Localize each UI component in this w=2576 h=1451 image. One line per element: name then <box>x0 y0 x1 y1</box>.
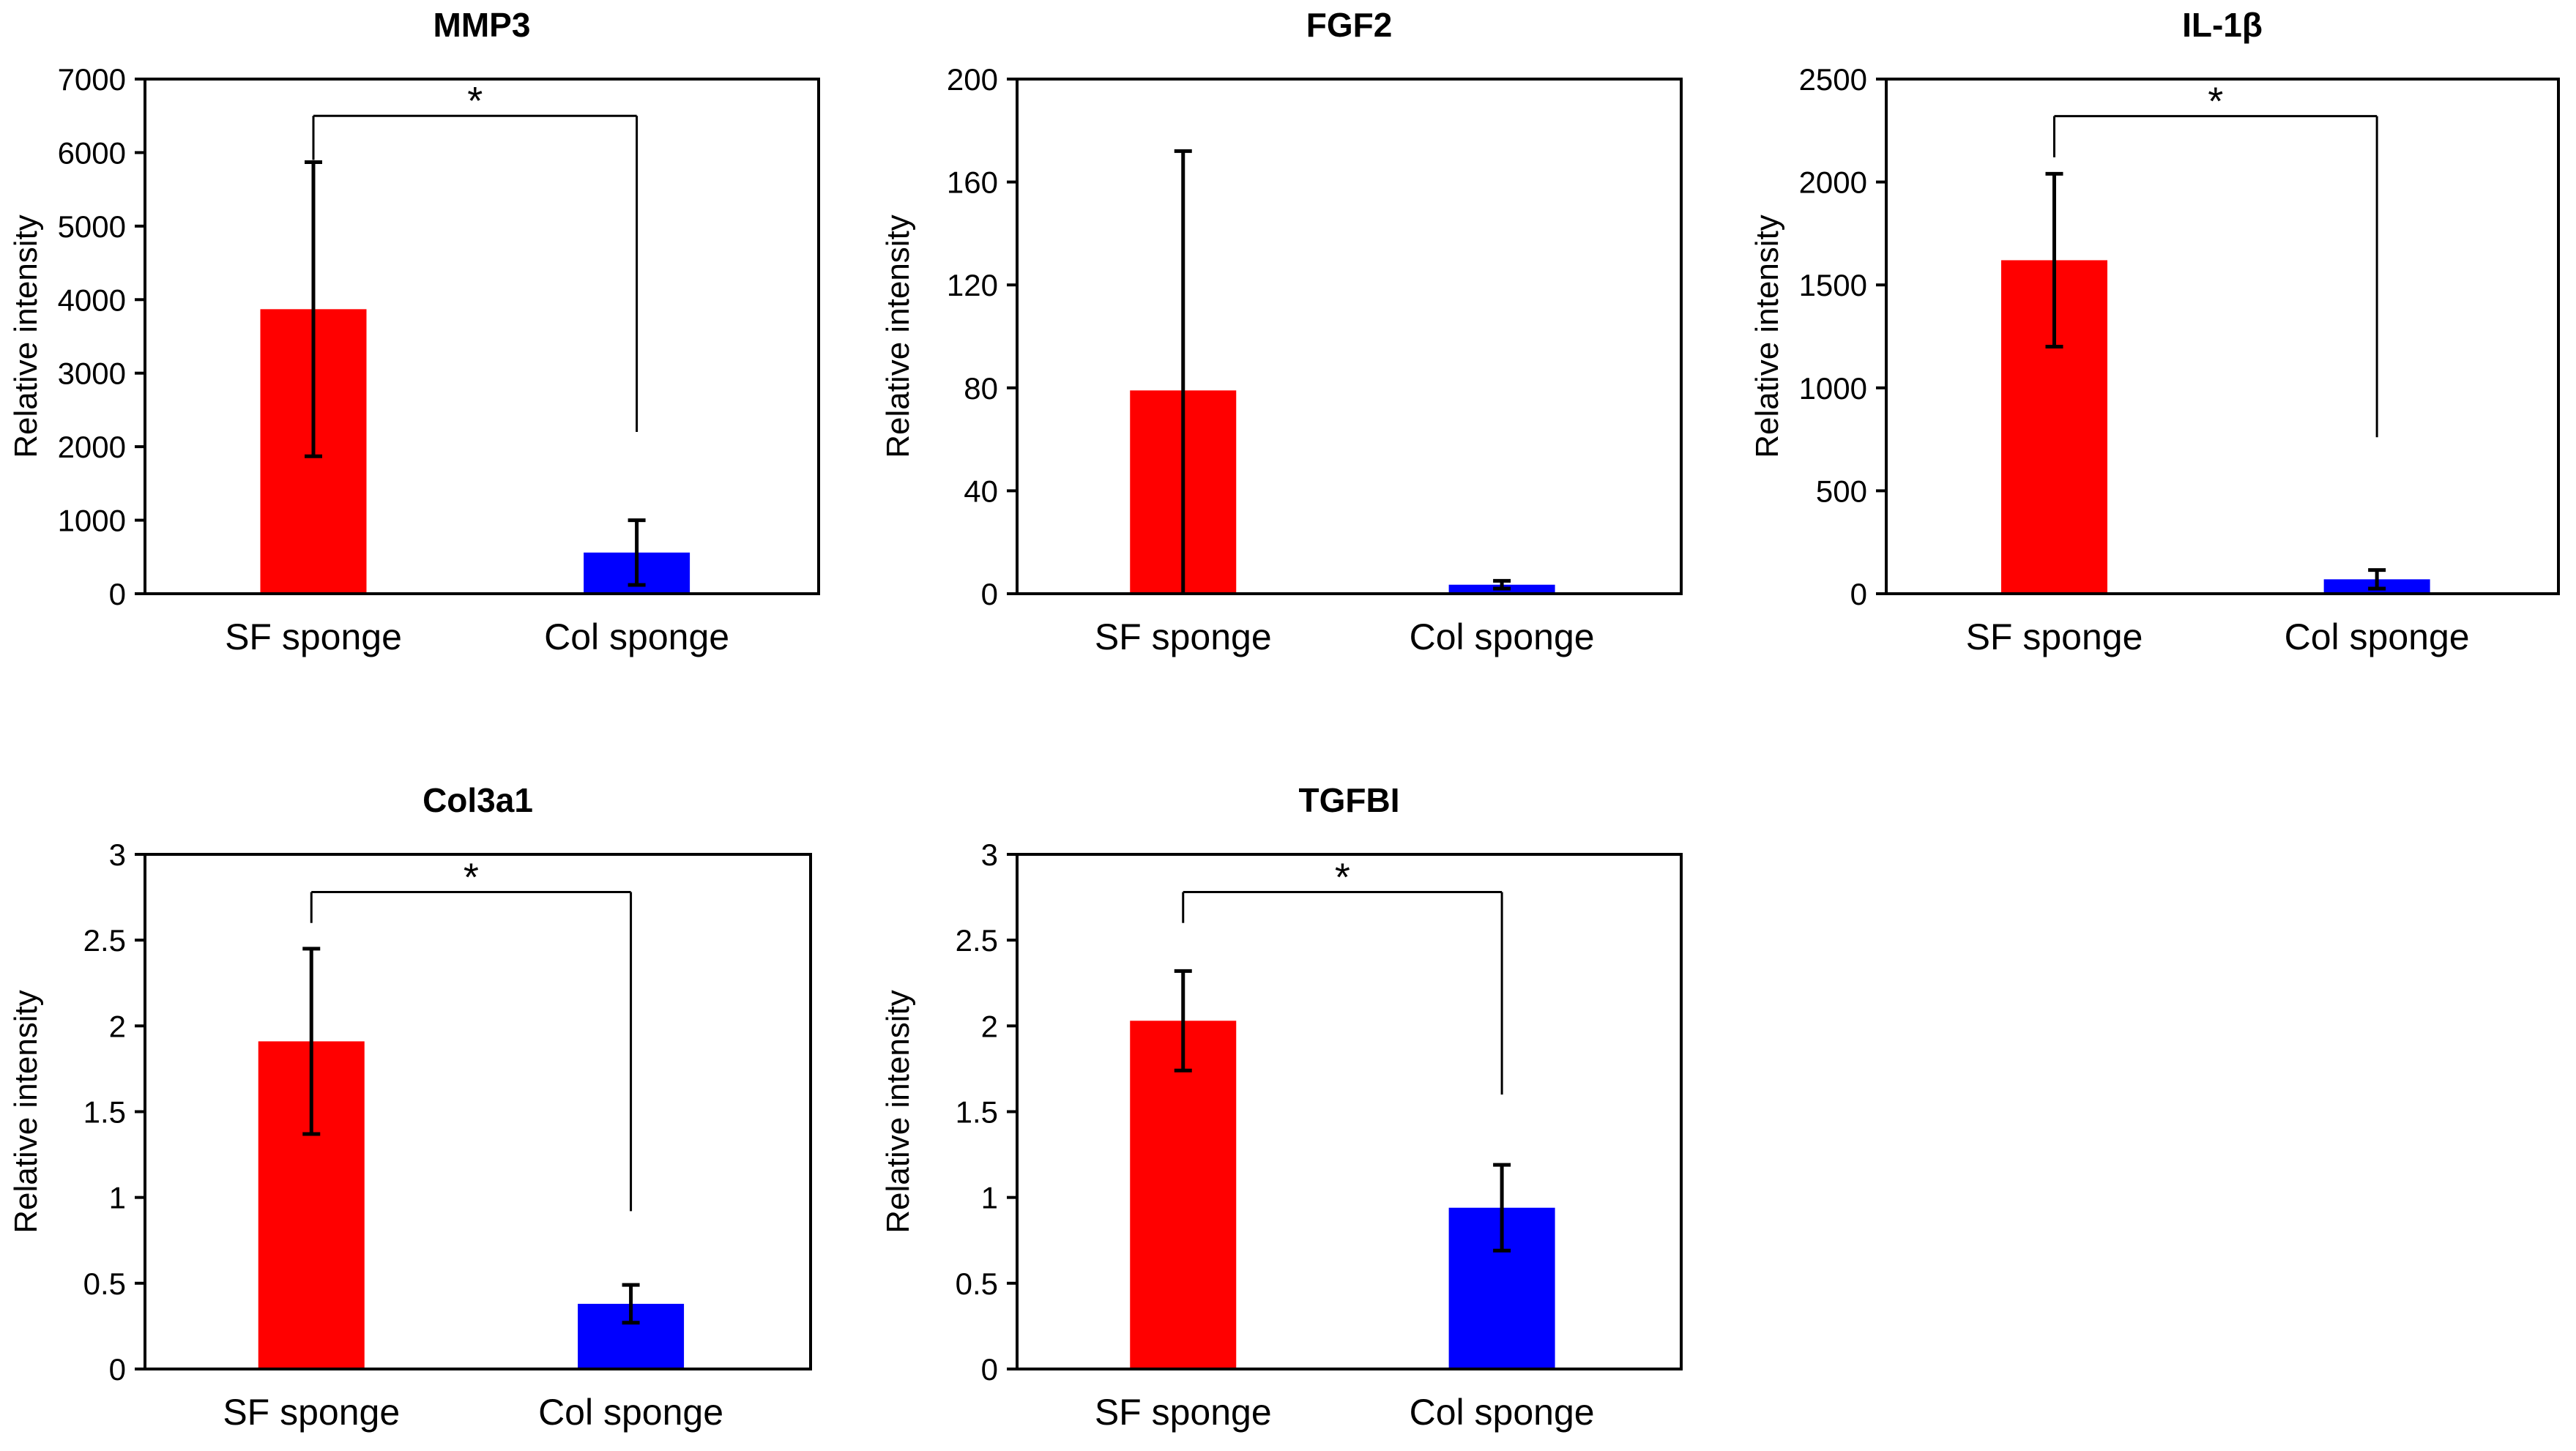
chart-panel-1: MMP3 0 1000 2000 3000 4000 5000 6000 7000 SF spon… <box>8 6 820 657</box>
y-tick-label: 6000 <box>58 135 126 170</box>
chart-title: Col3a1 <box>422 781 533 819</box>
chart-title: TGFBI <box>1299 781 1400 819</box>
chart-title: IL-1β <box>2182 6 2263 44</box>
plot-frame <box>1016 78 1683 595</box>
y-tick-label: 160 <box>947 165 998 200</box>
error-bar-col-sponge <box>2368 568 2386 591</box>
significance-bracket <box>2053 115 2378 438</box>
error-bar-sf-sponge <box>302 947 321 1136</box>
y-tick-label: 0 <box>109 1352 126 1387</box>
y-tick-label: 7000 <box>58 62 126 97</box>
y-tick-label: 0 <box>981 577 998 611</box>
x-category-label: SF sponge <box>1966 616 2143 657</box>
chart-panel-2: FGF2 0 40 80 120 160 200 SF sponge Col sponge Rel… <box>880 6 1683 657</box>
significance-star: * <box>464 856 479 900</box>
y-tick-label: 0 <box>981 1352 998 1387</box>
chart-panel-5: TGFBI 0 0.5 1 1.5 2 2.5 3 SF sponge Col sponge Rel… <box>880 781 1683 1433</box>
y-tick-label: 1.5 <box>83 1095 126 1130</box>
x-category-label: Col sponge <box>1410 616 1595 657</box>
y-tick-label: 120 <box>947 268 998 302</box>
y-axis-label: Relative intensity <box>880 990 916 1234</box>
significance-bracket <box>310 891 633 1212</box>
y-axis-label: Relative intensity <box>880 215 916 458</box>
y-tick-label: 200 <box>947 62 998 97</box>
y-tick-label: 1000 <box>58 504 126 538</box>
plot-frame <box>144 78 820 595</box>
x-category-label: SF sponge <box>1095 1392 1272 1433</box>
y-axis-label: Relative intensity <box>1749 215 1785 458</box>
y-tick-label: 0 <box>1850 577 1867 611</box>
y-tick-label: 1 <box>981 1181 998 1215</box>
significance-bracket <box>1182 891 1503 1095</box>
error-bar-col-sponge <box>1493 578 1511 591</box>
y-tick-label: 1500 <box>1799 268 1867 302</box>
error-bar-col-sponge <box>1493 1163 1511 1253</box>
y-tick-label: 0 <box>109 577 126 611</box>
chart-title: FGF2 <box>1306 6 1393 44</box>
y-tick-label: 500 <box>1816 474 1867 508</box>
x-category-label: Col sponge <box>2285 616 2470 657</box>
y-tick-label: 4000 <box>58 283 126 317</box>
chart-panel-4: Col3a1 0 0.5 1 1.5 2 2.5 3 SF sponge Col sponge Re… <box>8 781 812 1433</box>
x-category-label: SF sponge <box>223 1392 400 1433</box>
error-bar-col-sponge <box>622 1283 640 1325</box>
y-tick-label: 2.5 <box>83 923 126 958</box>
error-bar-sf-sponge <box>1174 149 1192 594</box>
significance-bracket <box>312 114 639 433</box>
y-tick-label: 2.5 <box>956 923 998 958</box>
error-bar-sf-sponge <box>305 160 322 458</box>
significance-star: * <box>467 79 483 123</box>
chart-panel-3: IL-1β 0 500 1000 1500 2000 2500 SF sponge Col sp… <box>1749 6 2560 657</box>
x-category-label: Col sponge <box>544 616 729 657</box>
significance-star: * <box>1335 856 1350 900</box>
y-axis-label: Relative intensity <box>8 990 44 1234</box>
x-category-label: Col sponge <box>1410 1392 1595 1433</box>
y-tick-label: 2 <box>109 1009 126 1043</box>
error-bar-sf-sponge <box>1174 969 1192 1073</box>
significance-star: * <box>2208 80 2223 124</box>
x-category-label: SF sponge <box>1095 616 1272 657</box>
x-category-label: Col sponge <box>538 1392 723 1433</box>
y-tick-label: 3 <box>981 838 998 872</box>
y-tick-label: 1 <box>109 1181 126 1215</box>
y-tick-label: 3 <box>109 838 126 872</box>
y-tick-label: 2500 <box>1799 62 1867 97</box>
bar-sf-sponge <box>1130 1021 1237 1369</box>
y-tick-label: 3000 <box>58 357 126 391</box>
plot-frame <box>1016 853 1683 1370</box>
y-tick-label: 0.5 <box>956 1267 998 1301</box>
y-tick-label: 2000 <box>1799 165 1867 200</box>
y-tick-label: 2000 <box>58 430 126 464</box>
y-tick-label: 40 <box>964 474 998 508</box>
plot-frame <box>1885 78 2560 595</box>
y-tick-label: 1.5 <box>956 1095 998 1130</box>
chart-title: MMP3 <box>433 6 531 44</box>
y-tick-label: 0.5 <box>83 1267 126 1301</box>
y-axis-label: Relative intensity <box>8 215 44 458</box>
y-tick-label: 5000 <box>58 209 126 244</box>
error-bar-col-sponge <box>628 518 646 587</box>
y-tick-label: 1000 <box>1799 371 1867 406</box>
y-tick-label: 80 <box>964 371 998 406</box>
error-bar-sf-sponge <box>2045 171 2063 349</box>
y-tick-label: 2 <box>981 1009 998 1043</box>
x-category-label: SF sponge <box>225 616 402 657</box>
plot-frame <box>144 853 812 1370</box>
